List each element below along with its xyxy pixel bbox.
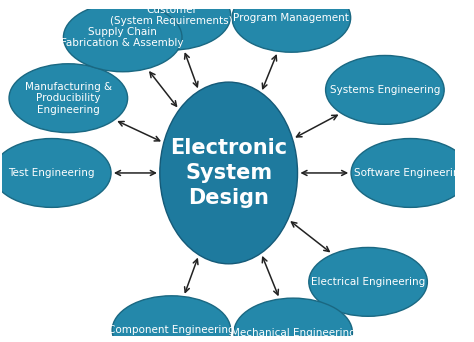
- Text: Electrical Engineering: Electrical Engineering: [311, 277, 425, 287]
- Text: Program Management: Program Management: [233, 13, 349, 23]
- Ellipse shape: [326, 55, 444, 124]
- Text: Software Engineering: Software Engineering: [354, 168, 466, 178]
- Text: Electronic
System
Design: Electronic System Design: [170, 138, 287, 208]
- Ellipse shape: [309, 248, 428, 316]
- Ellipse shape: [9, 64, 128, 133]
- Ellipse shape: [234, 298, 353, 342]
- Text: Supply Chain
Fabrication & Assembly: Supply Chain Fabrication & Assembly: [62, 27, 184, 48]
- Text: Customer
(System Requirements): Customer (System Requirements): [110, 5, 233, 26]
- Ellipse shape: [112, 296, 231, 342]
- Ellipse shape: [232, 0, 351, 52]
- Text: Manufacturing &
Producibility
Engineering: Manufacturing & Producibility Engineerin…: [25, 82, 112, 115]
- Ellipse shape: [160, 82, 298, 264]
- Ellipse shape: [64, 3, 182, 72]
- Text: Component Engineering: Component Engineering: [108, 325, 235, 335]
- Ellipse shape: [112, 0, 231, 50]
- Ellipse shape: [0, 139, 111, 207]
- Text: Mechanical Engineering: Mechanical Engineering: [231, 328, 356, 338]
- Ellipse shape: [351, 139, 470, 207]
- Text: Test Engineering: Test Engineering: [9, 168, 95, 178]
- Text: Systems Engineering: Systems Engineering: [330, 85, 440, 95]
